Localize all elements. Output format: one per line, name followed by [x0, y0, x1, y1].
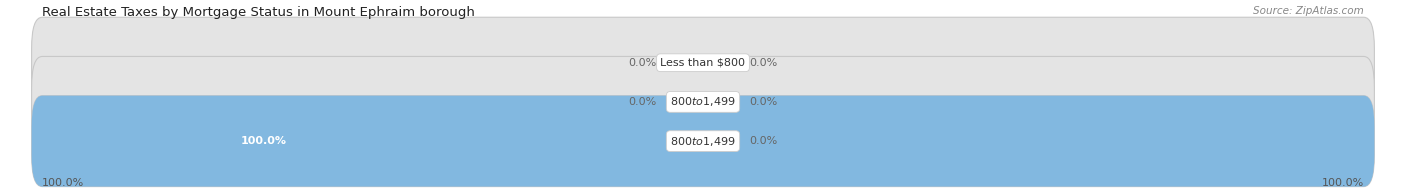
Text: 0.0%: 0.0%: [628, 97, 657, 107]
Text: $800 to $1,499: $800 to $1,499: [671, 95, 735, 108]
Text: 100.0%: 100.0%: [42, 178, 84, 188]
Text: 0.0%: 0.0%: [749, 136, 778, 146]
Text: 0.0%: 0.0%: [749, 97, 778, 107]
Text: Source: ZipAtlas.com: Source: ZipAtlas.com: [1253, 6, 1364, 16]
Text: $800 to $1,499: $800 to $1,499: [671, 135, 735, 148]
FancyBboxPatch shape: [31, 56, 1375, 147]
Text: 100.0%: 100.0%: [240, 136, 287, 146]
Text: 0.0%: 0.0%: [749, 58, 778, 68]
FancyBboxPatch shape: [31, 96, 1375, 187]
Text: Less than $800: Less than $800: [661, 58, 745, 68]
Text: 0.0%: 0.0%: [628, 58, 657, 68]
Text: Real Estate Taxes by Mortgage Status in Mount Ephraim borough: Real Estate Taxes by Mortgage Status in …: [42, 6, 475, 19]
Text: 100.0%: 100.0%: [1322, 178, 1364, 188]
FancyBboxPatch shape: [31, 17, 1375, 108]
FancyBboxPatch shape: [31, 96, 1375, 187]
